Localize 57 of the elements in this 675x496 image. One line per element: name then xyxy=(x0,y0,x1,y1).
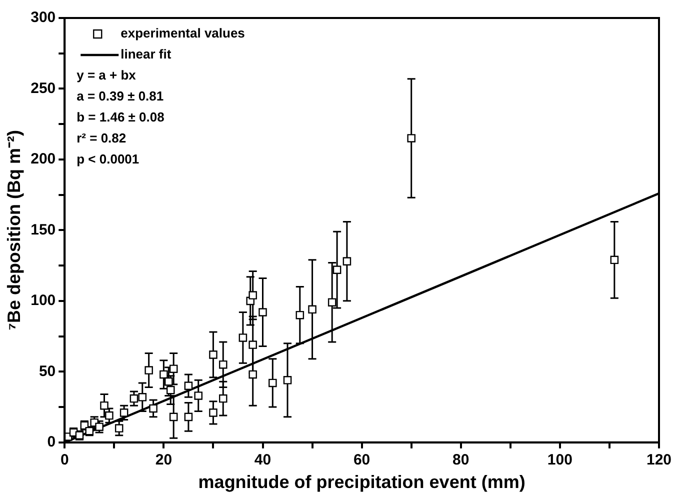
point xyxy=(169,364,178,373)
point xyxy=(164,377,173,386)
x-axis-title: magnitude of precipitation event (mm) xyxy=(198,472,526,492)
x-tick-label: 0 xyxy=(60,452,69,469)
x-tick-label: 40 xyxy=(254,452,272,469)
point xyxy=(308,305,316,314)
point xyxy=(209,408,218,417)
point xyxy=(218,394,228,403)
y-tick-label: 150 xyxy=(30,221,56,238)
point xyxy=(209,350,218,359)
point xyxy=(144,366,153,374)
y-tick-label: 0 xyxy=(47,434,56,451)
annotation: b = 1.46 ± 0.08 xyxy=(76,110,164,125)
point xyxy=(610,256,619,264)
point xyxy=(407,134,416,142)
y-tick-label: 200 xyxy=(30,150,56,168)
x-tick-label: 20 xyxy=(155,452,172,469)
point xyxy=(114,424,124,432)
point xyxy=(268,378,277,388)
annotation: r² = 0.82 xyxy=(76,130,126,146)
x-tick-label: 100 xyxy=(547,452,572,469)
point xyxy=(296,310,304,320)
point xyxy=(105,411,114,420)
x-tick-label: 120 xyxy=(646,452,672,469)
legend-label: linear fit xyxy=(120,46,172,62)
y-axis-title: ⁷Be deposition (Bq m⁻²) xyxy=(4,130,24,330)
point xyxy=(283,376,292,384)
point xyxy=(138,392,147,402)
point xyxy=(332,266,342,274)
point xyxy=(248,291,257,300)
x-tick-label: 60 xyxy=(353,452,370,469)
point xyxy=(248,370,257,379)
point xyxy=(194,392,202,400)
point xyxy=(238,334,248,342)
point xyxy=(130,394,138,403)
y-tick-label: 50 xyxy=(38,362,56,380)
y-tick-label: 250 xyxy=(30,80,56,97)
point xyxy=(160,370,168,379)
point xyxy=(328,298,336,306)
point xyxy=(218,360,228,369)
annotation: y = a + bx xyxy=(76,68,137,83)
point xyxy=(248,340,257,349)
y-tick-label: 100 xyxy=(30,292,56,310)
point xyxy=(184,412,193,422)
x-tick-label: 80 xyxy=(452,452,470,469)
point xyxy=(342,257,352,266)
legend-label: experimental values xyxy=(120,26,245,41)
point xyxy=(120,408,128,417)
y-tick-label: 300 xyxy=(30,9,56,26)
point xyxy=(184,382,193,390)
point xyxy=(100,401,108,410)
point xyxy=(166,386,175,394)
annotation: p < 0.0001 xyxy=(76,152,140,167)
point xyxy=(149,404,158,413)
point xyxy=(258,308,267,316)
annotation: a = 0.39 ± 0.81 xyxy=(76,88,164,104)
point xyxy=(169,412,178,422)
